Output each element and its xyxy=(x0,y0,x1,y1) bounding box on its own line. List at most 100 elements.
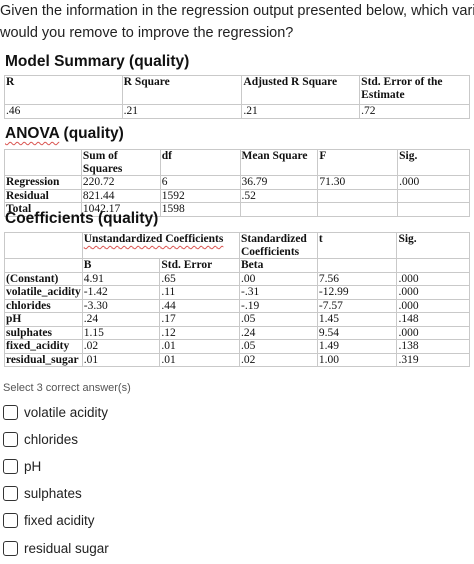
table-row: fixed_acidity .02 .01 .05 1.49 .138 xyxy=(4,339,470,354)
coef-row-label: (Constant) xyxy=(4,271,83,286)
checkbox-ph[interactable] xyxy=(3,459,18,474)
coef-cell: .000 xyxy=(396,298,470,313)
coef-row-label: sulphates xyxy=(4,325,83,340)
table-row: Total 1042.17 1598 xyxy=(4,202,470,217)
coef-cell: -.19 xyxy=(239,298,318,313)
coef-cell: 1.49 xyxy=(316,339,398,354)
coef-row-label: fixed_acidity xyxy=(4,339,83,354)
option-sulphates[interactable]: sulphates xyxy=(3,486,82,501)
anova-cell xyxy=(317,202,399,217)
coef-cell: .00 xyxy=(239,271,318,286)
option-volatile-acidity[interactable]: volatile acidity xyxy=(3,405,108,420)
option-label[interactable]: volatile acidity xyxy=(24,405,109,420)
anova-header-f: F xyxy=(317,149,399,176)
model-summary-table: R R Square Adjusted R Square Std. Error … xyxy=(4,75,470,119)
coef-cell: -.31 xyxy=(239,285,318,300)
coef-cell: .05 xyxy=(239,339,318,354)
coef-cell: 1.15 xyxy=(81,325,161,340)
coef-subheader-blank xyxy=(396,258,470,273)
option-label[interactable]: pH xyxy=(24,459,42,474)
anova-cell: 36.79 xyxy=(239,175,319,190)
option-ph[interactable]: pH xyxy=(3,459,41,474)
coef-header-unstandardized: Unstandardized Coefficients xyxy=(81,232,241,259)
anova-row-label: Total xyxy=(4,202,82,217)
checkbox-residual-sugar[interactable] xyxy=(3,541,18,556)
ms-value-adj-rsquare: .21 xyxy=(241,104,361,119)
coef-cell: 4.91 xyxy=(81,271,161,286)
coef-cell: .01 xyxy=(159,339,240,354)
coef-cell: 9.54 xyxy=(316,325,398,340)
coef-cell: .44 xyxy=(159,298,240,313)
coef-cell: .05 xyxy=(239,312,318,327)
coef-header-standardized: Standardized Coefficients xyxy=(239,232,318,259)
coef-cell: .01 xyxy=(81,352,161,367)
option-label[interactable]: chlorides xyxy=(24,432,79,447)
ms-header-r: R xyxy=(4,75,123,105)
anova-title-rest: (quality) xyxy=(59,125,124,142)
anova-title: ANOVA (quality) xyxy=(5,125,124,143)
coef-cell: .148 xyxy=(396,312,470,327)
anova-row-label: Residual xyxy=(4,188,82,203)
option-residual-sugar[interactable]: residual sugar xyxy=(3,541,109,556)
question-text: Given the information in the regression … xyxy=(0,0,474,44)
coef-cell: 1.00 xyxy=(316,352,398,367)
table-row: chlorides -3.30 .44 -.19 -7.57 .000 xyxy=(4,298,470,313)
coef-cell: .000 xyxy=(396,271,470,286)
anova-header-ms: Mean Square xyxy=(239,149,319,176)
option-chlorides[interactable]: chlorides xyxy=(3,432,78,447)
coefficients-title: Coefficients (quality) xyxy=(5,210,159,227)
table-row: (Constant) 4.91 .65 .00 7.56 .000 xyxy=(4,271,470,286)
select-instruction: Select 3 correct answer(s) xyxy=(3,382,131,394)
anova-table: Sum of Squares df Mean Square F Sig. Reg… xyxy=(4,149,470,217)
anova-cell xyxy=(317,188,399,203)
table-row: Regression 220.72 6 36.79 71.30 .000 xyxy=(4,175,470,190)
ms-header-std-error: Std. Error of the Estimate xyxy=(359,75,470,105)
coef-cell: -7.57 xyxy=(316,298,398,313)
option-label[interactable]: sulphates xyxy=(24,486,82,501)
ms-value-r: .46 xyxy=(4,104,123,119)
checkbox-sulphates[interactable] xyxy=(3,486,18,501)
anova-cell: 220.72 xyxy=(80,175,161,190)
coef-cell: .17 xyxy=(159,312,240,327)
table-row: volatile_acidity -1.42 .11 -.31 -12.99 .… xyxy=(4,285,470,300)
coef-cell: .24 xyxy=(239,325,318,340)
option-label[interactable]: fixed acidity xyxy=(24,513,95,528)
option-fixed-acidity[interactable]: fixed acidity xyxy=(3,513,95,528)
table-row: sulphates 1.15 .12 .24 9.54 .000 xyxy=(4,325,470,340)
checkbox-volatile-acidity[interactable] xyxy=(3,405,18,420)
coef-cell: .000 xyxy=(396,285,470,300)
anova-cell: 71.30 xyxy=(317,175,399,190)
coef-cell: -3.30 xyxy=(81,298,161,313)
ms-header-adj-rsquare: Adjusted R Square xyxy=(241,75,361,105)
option-label[interactable]: residual sugar xyxy=(24,541,109,556)
anova-cell: 821.44 xyxy=(80,188,161,203)
anova-header-ss: Sum of Squares xyxy=(80,149,161,176)
anova-title-word: ANOVA xyxy=(5,125,60,142)
coef-cell: 7.56 xyxy=(316,271,398,286)
coef-cell: .01 xyxy=(159,352,240,367)
coef-row-label: chlorides xyxy=(4,298,83,313)
checkbox-fixed-acidity[interactable] xyxy=(3,513,18,528)
anova-row-label: Regression xyxy=(4,175,82,190)
coef-cell: .000 xyxy=(396,325,470,340)
anova-cell: .52 xyxy=(239,188,319,203)
anova-cell xyxy=(239,202,319,217)
table-row: pH .24 .17 .05 1.45 .148 xyxy=(4,312,470,327)
checkbox-chlorides[interactable] xyxy=(3,432,18,447)
anova-cell: 1598 xyxy=(159,202,241,217)
coef-header-blank xyxy=(4,232,83,259)
coef-cell: .24 xyxy=(81,312,161,327)
coef-cell: .12 xyxy=(159,325,240,340)
coef-header-t: t xyxy=(316,232,398,259)
ms-header-rsquare: R Square xyxy=(121,75,243,105)
coef-cell: .65 xyxy=(159,271,240,286)
ms-value-rsquare: .21 xyxy=(121,104,243,119)
coef-cell: .319 xyxy=(396,352,470,367)
coef-subheader-beta: Beta xyxy=(239,258,318,273)
coef-cell: .02 xyxy=(81,339,161,354)
coef-subheader-blank xyxy=(4,258,83,273)
anova-header-df: df xyxy=(159,149,241,176)
anova-cell xyxy=(397,202,470,217)
coef-row-label: pH xyxy=(4,312,83,327)
anova-header-blank xyxy=(4,149,82,176)
